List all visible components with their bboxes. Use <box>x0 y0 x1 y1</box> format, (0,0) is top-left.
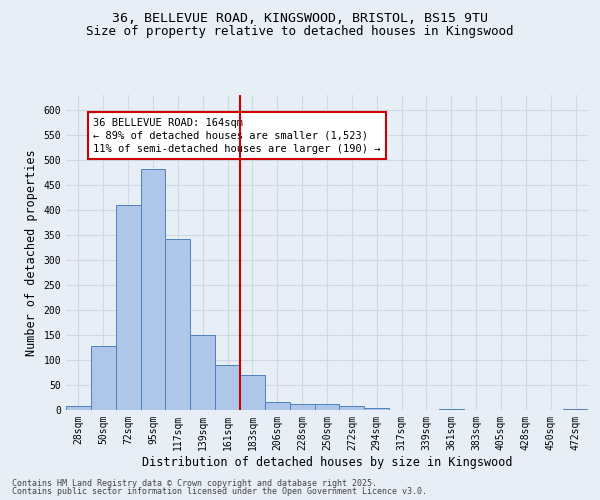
Bar <box>290 404 314 410</box>
Text: 36, BELLEVUE ROAD, KINGSWOOD, BRISTOL, BS15 9TU: 36, BELLEVUE ROAD, KINGSWOOD, BRISTOL, B… <box>112 12 488 26</box>
Text: 36 BELLEVUE ROAD: 164sqm
← 89% of detached houses are smaller (1,523)
11% of sem: 36 BELLEVUE ROAD: 164sqm ← 89% of detach… <box>94 118 381 154</box>
Text: Contains HM Land Registry data © Crown copyright and database right 2025.: Contains HM Land Registry data © Crown c… <box>12 478 377 488</box>
Y-axis label: Number of detached properties: Number of detached properties <box>25 149 38 356</box>
Bar <box>563 408 588 410</box>
Bar <box>140 168 166 410</box>
X-axis label: Distribution of detached houses by size in Kingswood: Distribution of detached houses by size … <box>142 456 512 468</box>
Bar <box>215 365 240 410</box>
Text: Contains public sector information licensed under the Open Government Licence v3: Contains public sector information licen… <box>12 487 427 496</box>
Bar <box>116 205 140 410</box>
Bar <box>166 239 190 410</box>
Bar <box>439 409 464 410</box>
Bar <box>190 335 215 410</box>
Text: Size of property relative to detached houses in Kingswood: Size of property relative to detached ho… <box>86 25 514 38</box>
Bar <box>240 375 265 410</box>
Bar <box>364 408 389 410</box>
Bar <box>340 406 364 410</box>
Bar <box>91 346 116 410</box>
Bar <box>66 406 91 410</box>
Bar <box>314 404 340 410</box>
Bar <box>265 402 290 410</box>
